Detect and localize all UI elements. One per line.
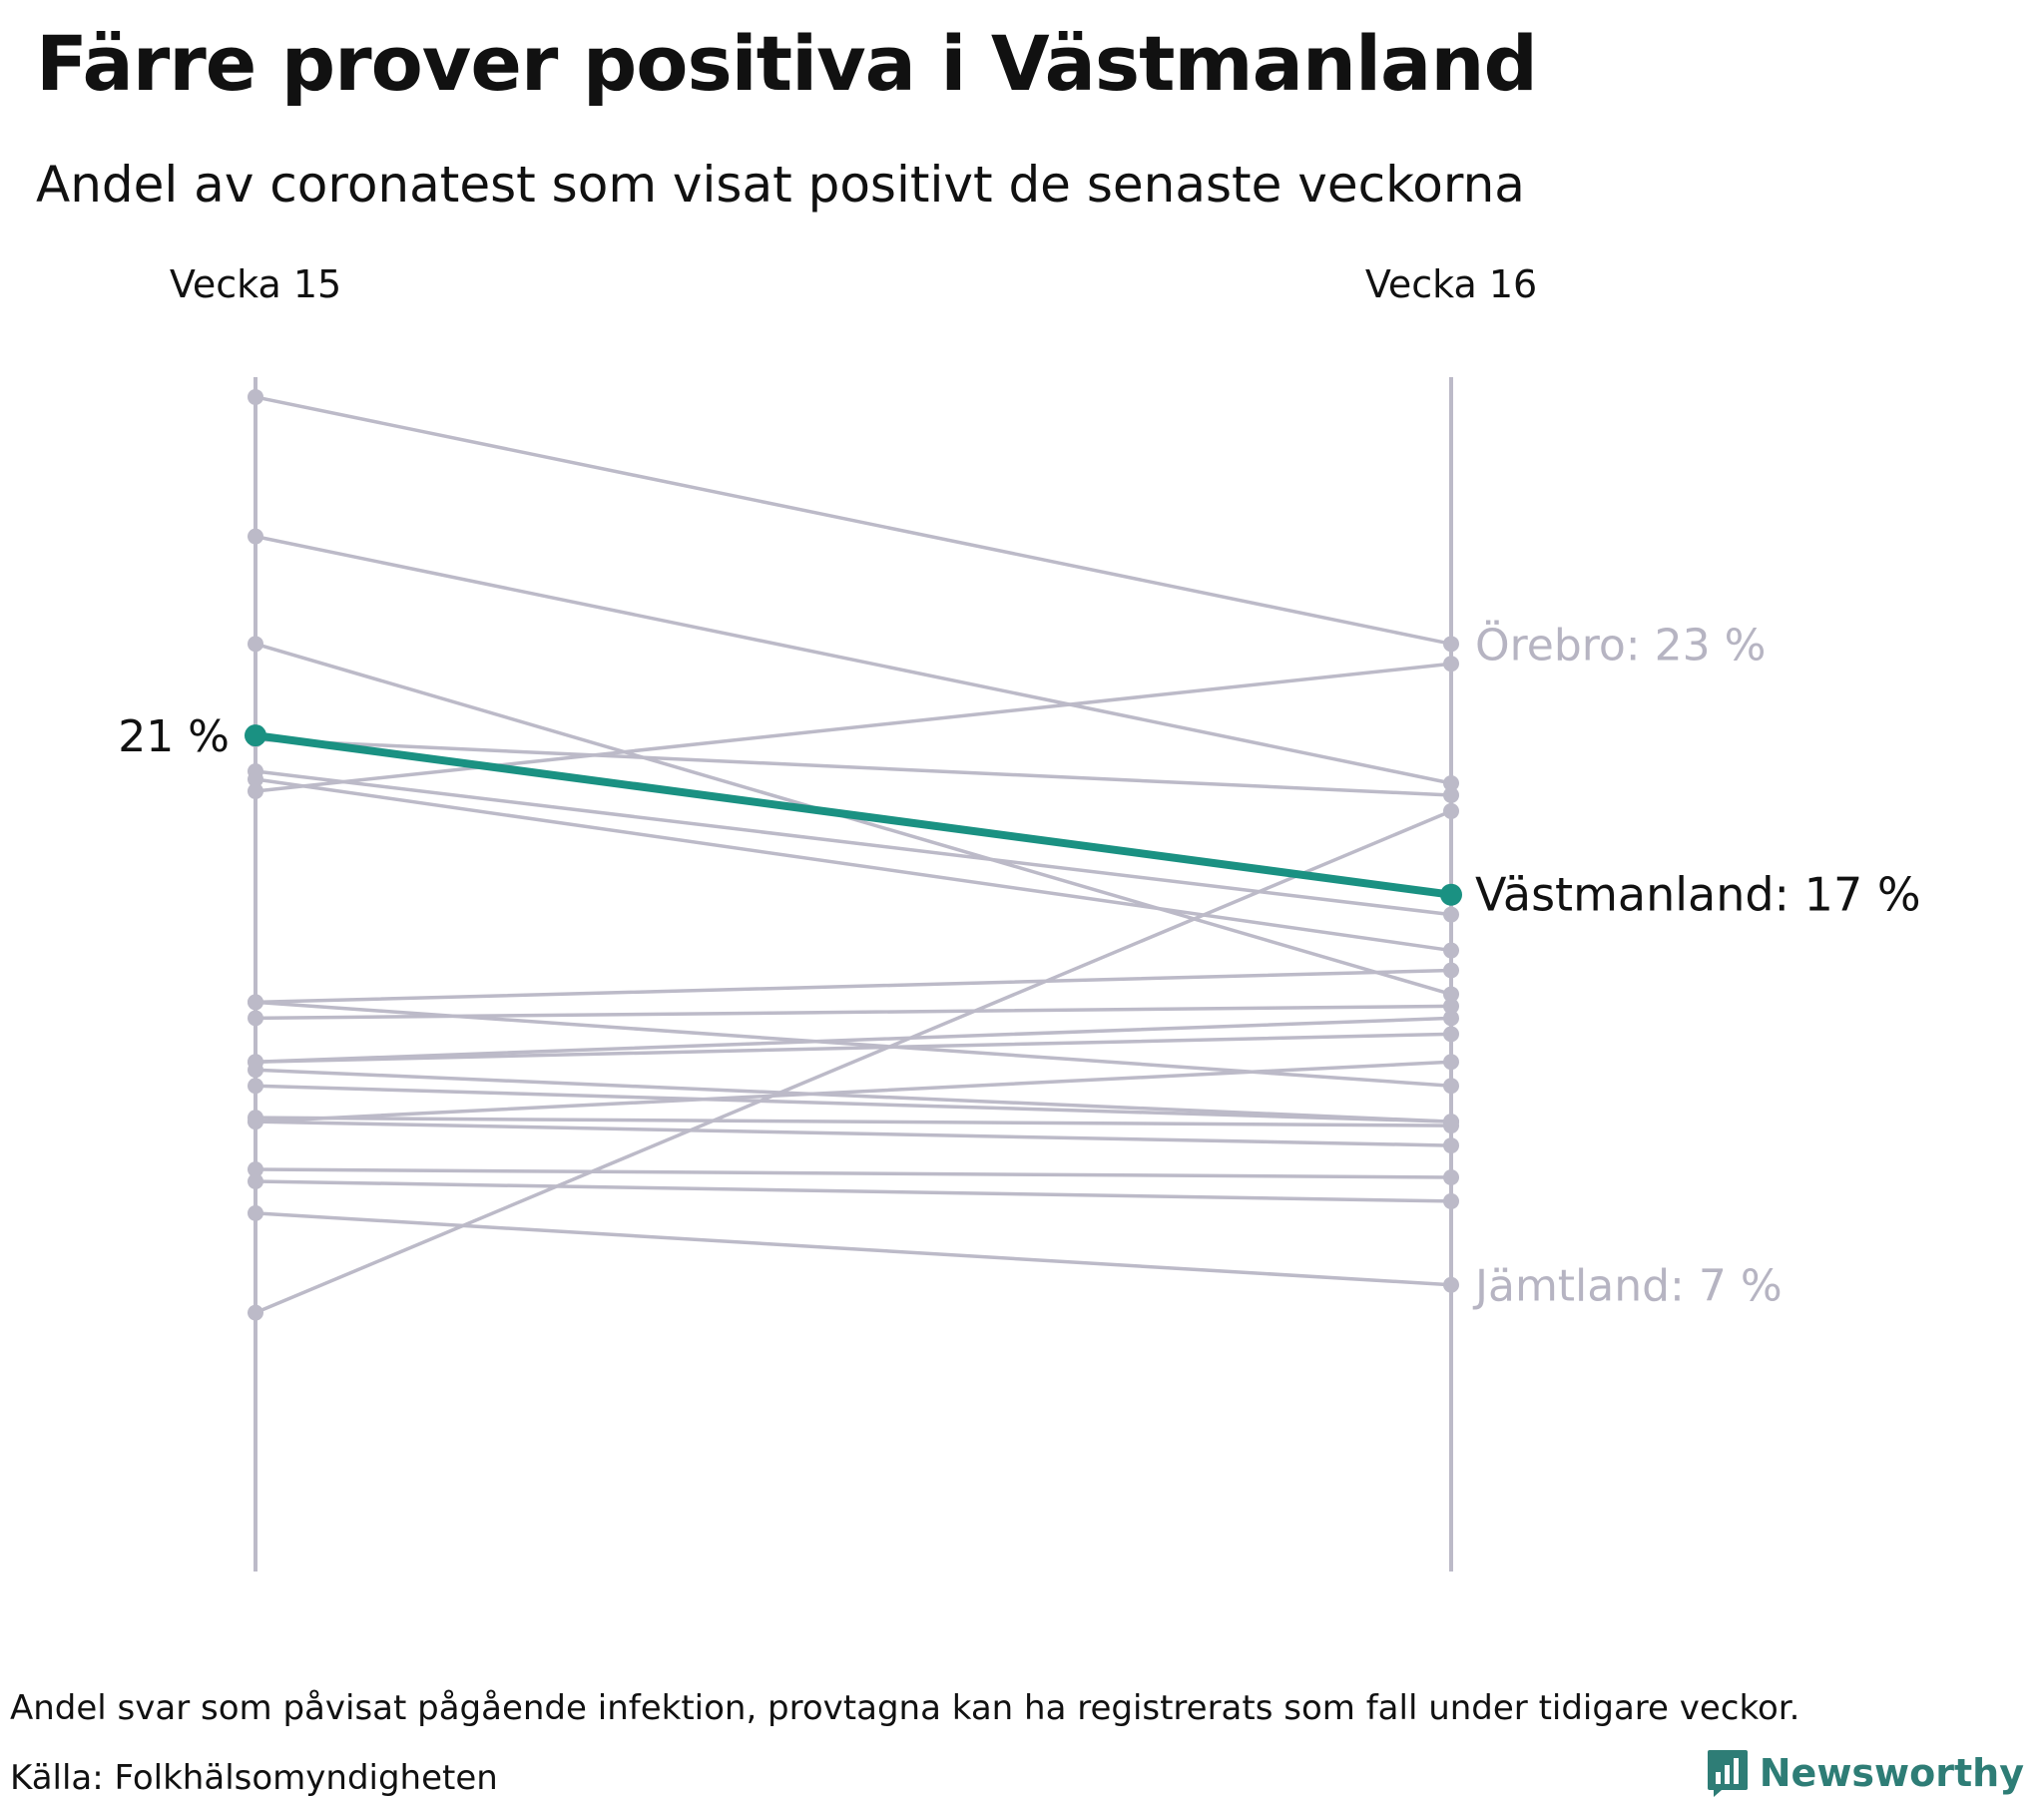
point-start-region-12 (248, 1010, 263, 1027)
chart-title: Färre prover positiva i Västmanland (36, 19, 1538, 108)
point-end-västmanland (1440, 883, 1462, 906)
series-line-region-4 (254, 534, 1453, 785)
axis-label-week-1: Vecka 15 (170, 262, 341, 306)
series-line-region-11 (254, 968, 1453, 1005)
bar-chart-icon (1707, 1750, 1748, 1797)
point-end-region-9 (1443, 942, 1459, 959)
series-line-region-13 (254, 1000, 1453, 1088)
end-label-örebro: Örebro: 23 % (1475, 619, 1766, 671)
muted-series-layer (248, 388, 1459, 1321)
series-line-region-21 (254, 1167, 1453, 1179)
point-end-region-18 (1443, 1118, 1459, 1134)
label-layer: Västmanland: 17 % 21 % Örebro: 23 % Jämtlan… (118, 619, 1920, 1311)
series-line-region-16 (254, 1068, 1453, 1124)
point-end-region-15 (1443, 1026, 1459, 1043)
point-end-region-12 (1443, 998, 1459, 1015)
point-end-region-22 (1443, 1192, 1459, 1209)
point-end-region-10 (1443, 802, 1459, 819)
series-line-region-7 (254, 737, 1453, 797)
point-end-örebro (1443, 636, 1459, 653)
point-end-jämtland (1443, 1276, 1459, 1293)
series-line-region-10 (254, 809, 1453, 1315)
series-line-region-14 (254, 1016, 1453, 1065)
chart-subtitle: Andel av coronatest som visat positivt d… (36, 156, 1525, 214)
brand-logo: Newsworthy (1706, 1748, 2024, 1798)
point-start-region-16 (248, 1062, 263, 1079)
series-line-region-17 (254, 1084, 1453, 1124)
point-end-region-11 (1443, 962, 1459, 979)
point-start-örebro (248, 388, 263, 405)
end-label-västmanland: Västmanland: 17 % (1475, 868, 1921, 922)
end-label-jämtland: Jämtland: 7 % (1472, 1261, 1783, 1312)
point-start-region-4 (248, 528, 263, 545)
highlight-series-layer (245, 724, 1462, 906)
point-end-region-7 (1443, 786, 1459, 803)
point-end-region-14 (1443, 1010, 1459, 1027)
series-line-örebro (254, 395, 1453, 647)
point-start-region-22 (248, 1172, 263, 1189)
series-line-jämtland (254, 1211, 1453, 1287)
point-start-region-5 (248, 636, 263, 653)
slope-chart: Vecka 15 Vecka 16 Västmanland: 17 % 21 % Ör… (118, 262, 1921, 1572)
point-end-region-8 (1443, 906, 1459, 923)
footnote: Andel svar som påvisat pågående infektio… (10, 1688, 1800, 1728)
point-end-region-21 (1443, 1168, 1459, 1185)
point-start-region-21 (248, 1161, 263, 1178)
series-line-region-9 (254, 777, 1453, 953)
point-start-region-17 (248, 1078, 263, 1095)
series-line-region-22 (254, 1179, 1453, 1203)
point-start-region-9 (248, 770, 263, 787)
series-line-region-20 (254, 1120, 1453, 1147)
brand-name: Newsworthy (1759, 1751, 2024, 1795)
series-line-region-8 (254, 769, 1453, 917)
point-start-region-20 (248, 1114, 263, 1130)
axes-layer: Vecka 15 Vecka 16 (170, 262, 1537, 1572)
point-end-region-6 (1443, 656, 1459, 673)
series-line-region-19 (254, 1060, 1453, 1124)
point-start-region-13 (248, 994, 263, 1011)
point-end-region-5 (1443, 986, 1459, 1003)
series-line-region-18 (254, 1116, 1453, 1127)
axis-label-week-2: Vecka 16 (1365, 262, 1537, 306)
point-end-region-13 (1443, 1078, 1459, 1095)
point-start-västmanland (245, 724, 266, 747)
point-start-region-10 (248, 1304, 263, 1321)
point-end-region-19 (1443, 1054, 1459, 1071)
start-label-västmanland: 21 % (118, 711, 230, 762)
point-start-region-6 (248, 782, 263, 799)
point-start-jämtland (248, 1204, 263, 1221)
point-end-region-20 (1443, 1137, 1459, 1154)
series-line-region-6 (254, 662, 1453, 793)
series-line-region-15 (254, 1032, 1453, 1065)
point-end-region-4 (1443, 774, 1459, 791)
source-note: Källa: Folkhälsomyndigheten (10, 1758, 498, 1798)
series-line-västmanland (252, 731, 1455, 899)
